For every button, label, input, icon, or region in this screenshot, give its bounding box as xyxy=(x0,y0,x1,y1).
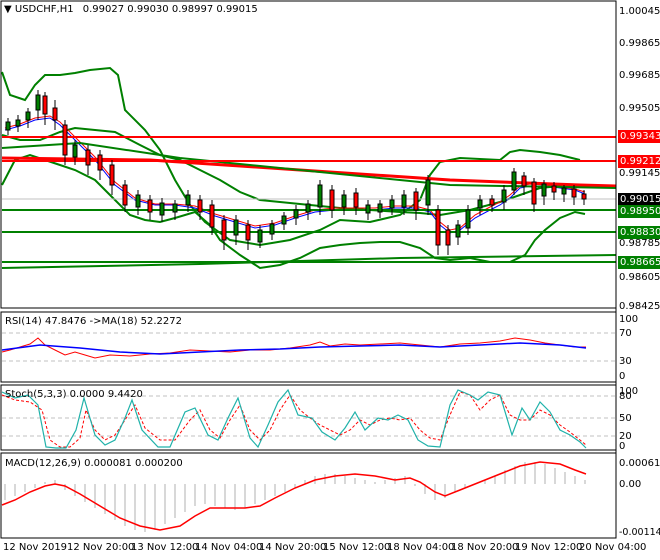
price-tick: 0.98605 xyxy=(619,272,660,283)
macd-pane xyxy=(0,452,617,539)
time-tick: 15 Nov 12:00 xyxy=(323,542,391,553)
rsi-tick: 100 xyxy=(619,314,639,325)
macd-tick: 0.00 xyxy=(619,479,642,490)
time-tick: 13 Nov 12:00 xyxy=(131,542,199,553)
time-tick: 12 Nov 2019 xyxy=(3,542,68,553)
price-tick: 0.98785 xyxy=(619,238,660,249)
rsi-tick: 30 xyxy=(619,356,632,367)
stoch-title: Stoch(5,3,3) 0.0000 9.4420 xyxy=(5,389,143,400)
candles xyxy=(5,90,587,255)
time-tick: 20 Nov 04:00 xyxy=(579,542,647,553)
price-tick: 0.99145 xyxy=(619,168,660,179)
collapse-triangle-icon[interactable]: ▼ xyxy=(4,4,12,15)
rsi-tick: 70 xyxy=(619,328,632,339)
price-tick: 0.99865 xyxy=(619,38,660,49)
stoch-tick: 20 xyxy=(619,431,632,442)
price-label-support-1: 0.98950 xyxy=(618,205,660,218)
macd-tick: 0.00061 xyxy=(619,458,660,469)
stoch-tick: 80 xyxy=(619,391,632,402)
chart-header: ▼ USDCHF,H1 0.99027 0.99030 0.98997 0.99… xyxy=(4,4,258,15)
stoch-tick: 0 xyxy=(619,441,626,452)
price-label-resistance-1: 0.99343 xyxy=(618,130,660,143)
price-tick: 0.99505 xyxy=(619,103,660,114)
ohlc-values: 0.99027 0.99030 0.98997 0.99015 xyxy=(82,4,258,15)
macd-title: MACD(12,26,9) 0.000081 0.000200 xyxy=(5,458,183,469)
stoch-tick: 50 xyxy=(619,413,632,424)
price-tick: 0.99685 xyxy=(619,70,660,81)
rsi-title: RSI(14) 47.8476 ->MA(18) 52.2272 xyxy=(5,316,182,327)
time-tick: 18 Nov 04:00 xyxy=(387,542,455,553)
macd-tick: -0.001147 xyxy=(619,527,660,538)
stoch-tick: 100 xyxy=(619,386,639,397)
time-tick: 19 Nov 12:00 xyxy=(515,542,583,553)
rsi-tick: 0 xyxy=(619,371,626,382)
price-label-support-3: 0.98665 xyxy=(618,256,660,269)
price-label-current: 0.99015 xyxy=(618,193,660,206)
time-tick: 12 Nov 20:00 xyxy=(67,542,135,553)
price-label-support-2: 0.98830 xyxy=(618,226,660,239)
time-tick: 18 Nov 20:00 xyxy=(451,542,519,553)
price-label-resistance-2: 0.99212 xyxy=(618,155,660,168)
time-tick: 14 Nov 04:00 xyxy=(195,542,263,553)
price-tick: 0.98425 xyxy=(619,301,660,312)
time-tick: 14 Nov 20:00 xyxy=(259,542,327,553)
symbol-timeframe: USDCHF,H1 xyxy=(14,4,74,15)
price-tick: 1.00045 xyxy=(619,6,660,17)
